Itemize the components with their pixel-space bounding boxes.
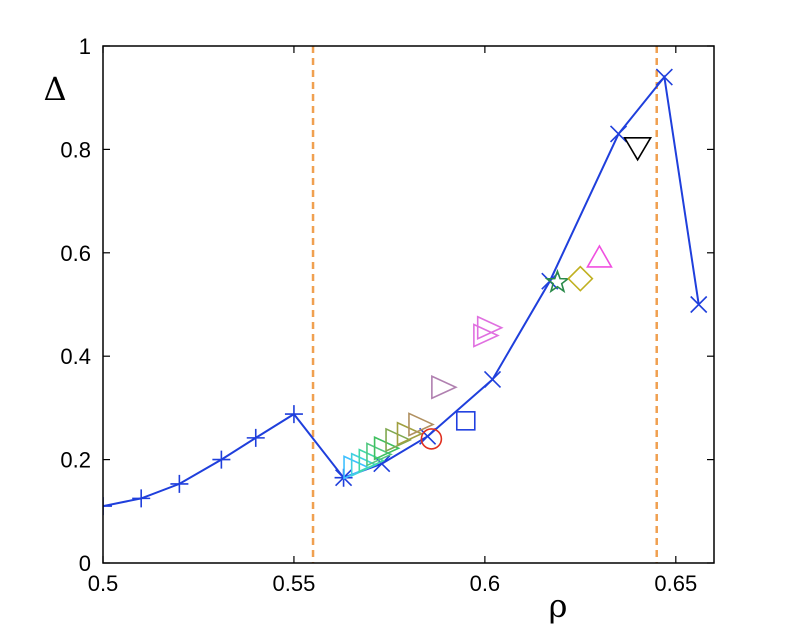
- plus-marker: [170, 474, 189, 493]
- triangle-right-marker: [431, 374, 458, 400]
- star-marker: [544, 268, 571, 294]
- plus-marker: [132, 489, 151, 508]
- series-line: [343, 74, 700, 479]
- triangle-right-marker: [343, 455, 370, 480]
- x-marker: [655, 68, 673, 86]
- y-tick-label: 0.6: [60, 241, 91, 266]
- circle-marker: [420, 428, 443, 450]
- x-marker: [609, 125, 628, 143]
- plus-marker: [212, 450, 231, 469]
- y-tick-label: 1: [79, 34, 91, 59]
- x-tick-label: 0.6: [470, 571, 501, 596]
- triangle-right-marker: [358, 448, 386, 473]
- x-axis-label: ρ: [549, 587, 568, 625]
- x-tick-label: 0.55: [273, 571, 316, 596]
- triangle-right-marker: [366, 442, 393, 467]
- vertical-reference-lines: [311, 46, 658, 563]
- square-marker: [455, 411, 476, 431]
- plus-marker: [284, 405, 303, 424]
- triangle-up-marker: [586, 244, 613, 268]
- x-tick-label: 0.65: [654, 571, 697, 596]
- triangle-right-marker: [408, 412, 435, 437]
- triangle-down-marker: [623, 137, 653, 162]
- y-axis-label: Δ: [43, 70, 66, 108]
- x-tick-label: 0.5: [88, 571, 119, 596]
- y-tick-label: 0.8: [60, 137, 91, 162]
- plot-frame: [102, 45, 715, 564]
- plus-marker: [246, 428, 265, 447]
- y-tick-label: 0: [79, 551, 91, 576]
- y-tick-label: 0.4: [60, 344, 91, 369]
- axis-ticks: 0.5 0.55 0.6 0.65 0 0.2 0.4 0.6 0.8 1: [60, 34, 714, 596]
- plus-marker: [103, 497, 112, 516]
- x-marker: [483, 370, 502, 389]
- triangle-right-marker: [476, 315, 504, 341]
- y-tick-label: 0.2: [60, 448, 91, 473]
- diamond-marker: [567, 265, 594, 292]
- data-series: [103, 68, 708, 516]
- x-marker: [690, 295, 708, 314]
- triangle-right-marker: [473, 323, 500, 348]
